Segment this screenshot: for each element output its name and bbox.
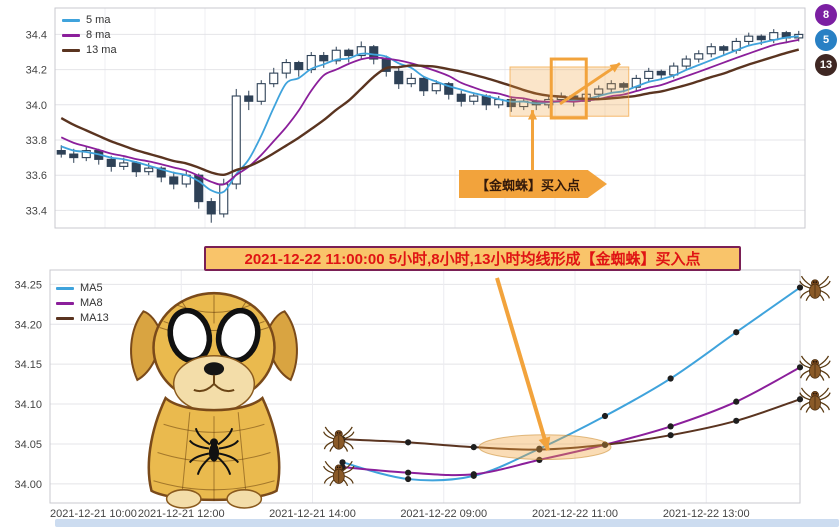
signal-title-banner: 2021-12-22 11:00:00 5小时,8小时,13小时均线形成【金蜘蛛… (204, 246, 741, 271)
dog-ear-right (265, 310, 298, 382)
top-legend: 5 ma 8 ma 13 ma (62, 14, 117, 56)
gridlines (55, 8, 805, 228)
spider-dog-mascot-image (93, 271, 335, 513)
y-tick-label: 33.4 (26, 205, 47, 217)
ma13-line (60, 48, 800, 177)
ma5-line (60, 35, 799, 194)
legend-item-ma5[interactable]: MA5 (56, 282, 109, 294)
legend-label: 8 ma (86, 29, 111, 41)
spider-icon (799, 275, 831, 302)
ma13-line (342, 398, 801, 451)
legend-item-5ma[interactable]: 5 ma (62, 14, 117, 26)
ma8-badge: 8 (815, 4, 837, 26)
legend-item-8ma[interactable]: 8 ma (62, 29, 117, 41)
dog-nose (203, 362, 225, 376)
plot-frame (54, 7, 806, 229)
y-tick-label: 34.0 (26, 100, 47, 112)
data-point-marker (339, 459, 346, 466)
legend-label: 13 ma (86, 44, 117, 56)
y-tick-label: 34.10 (14, 399, 42, 411)
data-point-marker (796, 364, 804, 371)
data-point-marker (470, 444, 477, 451)
legend-label: MA8 (80, 297, 103, 309)
legend-item-ma13[interactable]: MA13 (56, 312, 109, 324)
ma-badges: 8 5 13 (815, 4, 837, 76)
spider-icon (799, 387, 831, 414)
ma13-line-swatch (56, 316, 74, 320)
y-tick-label: 33.8 (26, 135, 47, 147)
bottom-scrollbar[interactable] (55, 519, 839, 527)
candlesticks (56, 29, 804, 223)
spider-dog-drawing (130, 291, 298, 509)
data-point-marker (796, 284, 804, 291)
buy-point-annotation-text: 【金蜘蛛】买入点 (475, 177, 580, 193)
data-point-marker (667, 375, 674, 382)
ma5-line-swatch (56, 286, 74, 290)
ma5-badge: 5 (815, 29, 837, 51)
y-tick-label: 33.6 (26, 170, 47, 182)
dog-paw-left (165, 489, 202, 509)
y-tick-label: 34.15 (14, 359, 42, 371)
y-tick-label: 34.2 (26, 65, 47, 77)
data-point-marker (733, 329, 740, 336)
legend-item-13ma[interactable]: 13 ma (62, 44, 117, 56)
ma-series (339, 284, 804, 483)
ma13-badge: 13 (815, 54, 837, 76)
spider-emblem (188, 428, 240, 475)
data-point-marker (667, 432, 674, 439)
dog-mouth (193, 374, 235, 393)
ma8-line (342, 366, 801, 477)
ma8-line-swatch (56, 301, 74, 305)
data-point-marker (733, 417, 740, 424)
data-point-marker (405, 475, 412, 483)
y-tick-label: 34.00 (14, 479, 42, 491)
x-tick-label: 2021-12-21 10:00 (50, 508, 137, 520)
data-point-marker (405, 469, 412, 476)
y-tick-label: 34.20 (14, 319, 42, 331)
ma5-line (342, 286, 801, 482)
data-point-marker (536, 446, 543, 453)
buy-arrow (527, 110, 538, 172)
data-point-marker (601, 412, 609, 420)
bottom-legend: MA5 MA8 MA13 (56, 282, 109, 324)
y-tick-label: 34.05 (14, 439, 42, 451)
candlestick-chart: 33.4 33.6 33.8 34.0 34.2 34.4 (26, 7, 806, 229)
ma13-line-swatch (62, 48, 80, 52)
dog-ear-left (130, 310, 163, 382)
data-point-marker (667, 423, 674, 430)
x-tick-label: 2021-12-22 11:00 (532, 508, 618, 520)
x-tick-label: 2021-12-21 14:00 (269, 508, 356, 520)
ma8-line (60, 39, 799, 186)
data-point-marker (733, 398, 740, 405)
spider-icon (799, 355, 831, 382)
highlight-box-fill (509, 66, 630, 117)
buy-point-annotation: 【金蜘蛛】买入点 (459, 170, 607, 198)
x-tick-label: 2021-12-22 13:00 (663, 508, 750, 520)
pointer-arrow (495, 277, 551, 451)
y-tick-label: 34.4 (26, 29, 47, 41)
x-tick-label: 2021-12-22 09:00 (400, 508, 487, 520)
legend-item-ma8[interactable]: MA8 (56, 297, 109, 309)
x-tick-label: 2021-12-21 12:00 (138, 508, 225, 520)
ma5-line-swatch (62, 18, 80, 22)
trend-arrow (559, 62, 621, 106)
data-point-marker (470, 471, 477, 478)
dog-paw-right (226, 489, 263, 509)
data-point-marker (405, 439, 412, 446)
y-tick-label: 34.25 (14, 279, 42, 291)
highlight-box-border (549, 57, 588, 120)
data-point-marker (601, 441, 609, 448)
legend-label: 5 ma (86, 14, 111, 26)
ma8-line-swatch (62, 33, 80, 37)
data-point-marker (796, 396, 804, 403)
legend-label: MA13 (80, 312, 109, 324)
legend-label: MA5 (80, 282, 103, 294)
